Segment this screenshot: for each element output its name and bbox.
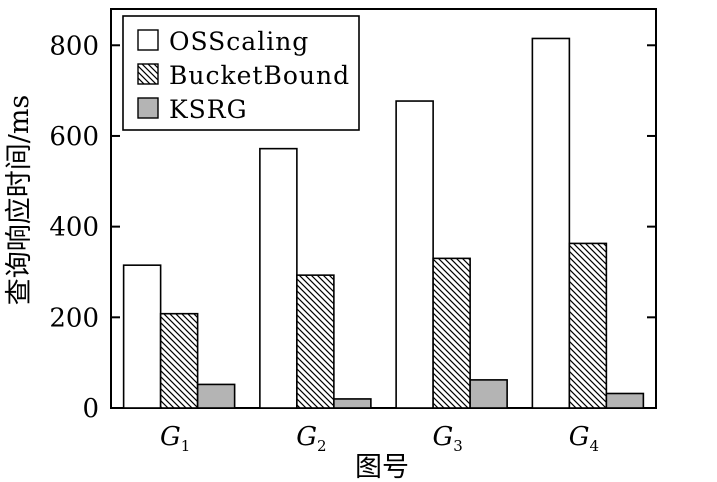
y-tick-label: 400	[49, 213, 99, 243]
bar-osscaling-g4	[531, 37, 571, 409]
legend-label-ksrg: KSRG	[169, 95, 248, 124]
bar-ksrg-g2	[333, 398, 372, 409]
legend-swatch-osscaling	[137, 29, 159, 51]
y-axis-title: 查询响应时间/ms	[4, 95, 35, 306]
bar-ksrg-g1	[196, 383, 236, 409]
bar-osscaling-g2	[259, 147, 298, 409]
bar-bucketbound-g1	[159, 312, 199, 409]
x-axis-title: 图号	[355, 452, 409, 482]
x-tick-label: G4	[569, 422, 599, 455]
x-tick-label: G1	[160, 422, 190, 455]
x-tick-label: G3	[432, 422, 462, 455]
bar-bucketbound-g4	[568, 242, 608, 409]
legend-label-bucketbound: BucketBound	[169, 61, 350, 90]
legend-swatch-bucketbound	[137, 63, 159, 85]
bar-osscaling-g1	[122, 264, 162, 409]
y-tick-label: 600	[49, 122, 99, 152]
bar-ksrg-g3	[469, 379, 508, 409]
bar-bucketbound-g2	[296, 274, 335, 409]
bar-ksrg-g4	[605, 392, 645, 409]
legend-swatch-ksrg	[137, 97, 159, 119]
y-tick-label: 0	[82, 394, 99, 424]
y-tick-label: 200	[49, 303, 99, 333]
bar-bucketbound-g3	[432, 257, 471, 409]
bar-osscaling-g3	[395, 100, 434, 409]
plot-area: 0 200 400 600 800 G1 G2 G3 G4	[49, 8, 657, 455]
legend: OSScaling BucketBound KSRG	[122, 15, 360, 131]
x-tick-label: G2	[296, 422, 326, 455]
plot-frame	[110, 8, 657, 409]
legend-label-osscaling: OSScaling	[169, 27, 309, 56]
y-tick-label: 800	[49, 31, 99, 61]
legend-box	[122, 15, 360, 131]
